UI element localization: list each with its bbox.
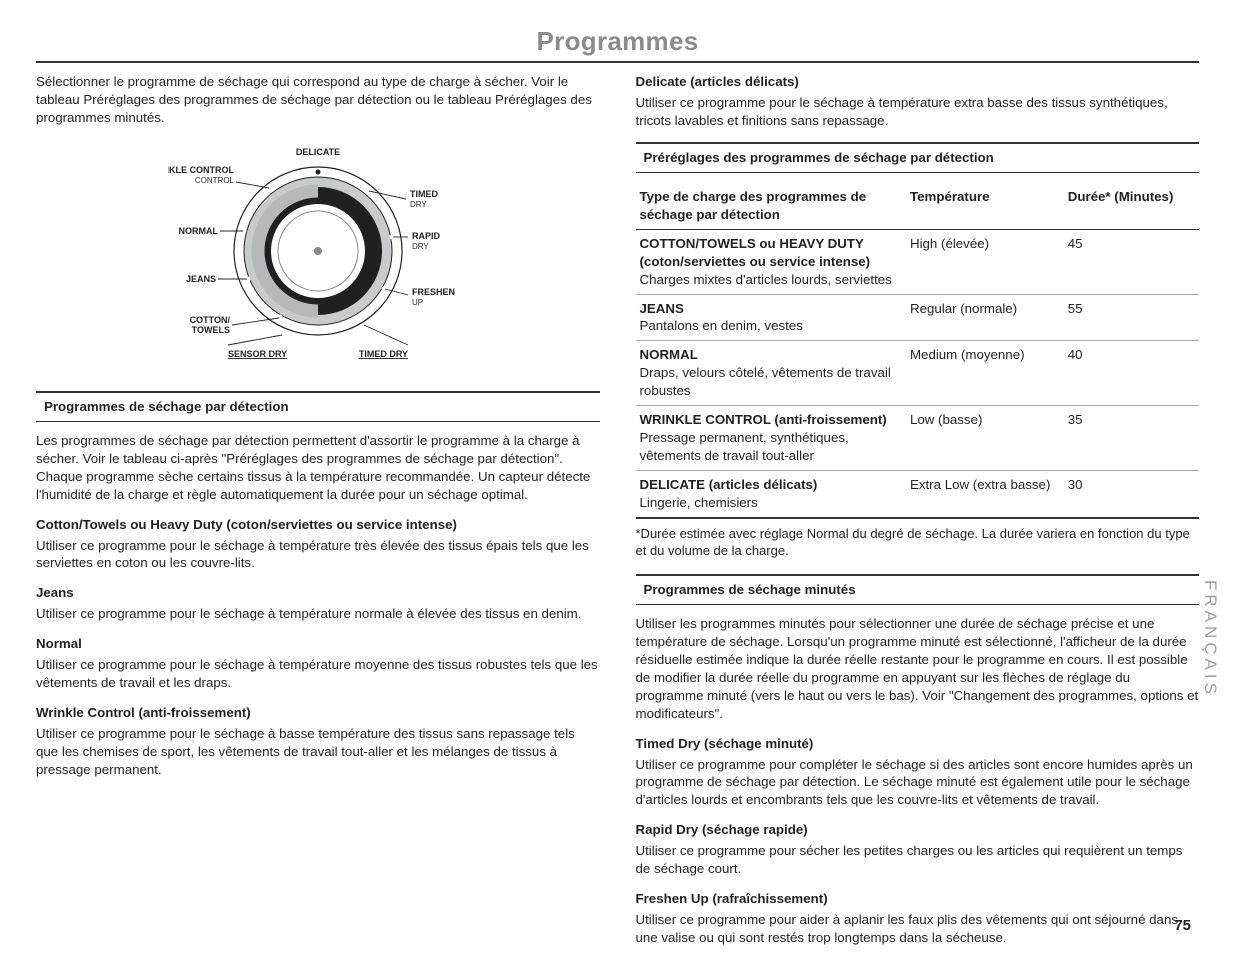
row-temp: Regular (normale) xyxy=(906,294,1064,341)
row-dur: 40 xyxy=(1064,341,1199,406)
row-temp: Low (basse) xyxy=(906,406,1064,471)
svg-text:JEANS: JEANS xyxy=(186,274,216,284)
row-desc: Lingerie, chemisiers xyxy=(640,495,758,510)
language-tab: FRANÇAIS xyxy=(1198,580,1221,698)
page-number: 75 xyxy=(1174,916,1191,936)
table-row: WRINKLE CONTROL (anti-froissement) Pressa… xyxy=(636,406,1200,471)
preset-table-title: Préréglages des programmes de séchage pa… xyxy=(636,142,1200,173)
row-dur: 55 xyxy=(1064,294,1199,341)
preset-table: Type de charge des programmes de séchage… xyxy=(636,183,1200,519)
content-columns: Sélectionner le programme de séchage qui… xyxy=(36,73,1199,959)
wrinkle-heading: Wrinkle Control (anti-froissement) xyxy=(36,704,600,722)
jeans-para: Utiliser ce programme pour le séchage à … xyxy=(36,605,600,623)
row-temp: Extra Low (extra basse) xyxy=(906,471,1064,518)
svg-text:TOWELS: TOWELS xyxy=(191,325,229,335)
dial-figure: DELICATE WRINKLE CONTROL CONTROL NORMAL … xyxy=(36,139,600,373)
row-dur: 45 xyxy=(1064,229,1199,294)
th-temp: Température xyxy=(906,183,1064,229)
row-desc: Draps, velours côtelé, vêtements de trav… xyxy=(640,365,891,398)
row-name: WRINKLE CONTROL (anti-froissement) xyxy=(640,412,887,427)
row-temp: High (élevée) xyxy=(906,229,1064,294)
sensor-dry-para: Les programmes de séchage par détection … xyxy=(36,432,600,504)
jeans-heading: Jeans xyxy=(36,584,600,602)
cotton-para: Utiliser ce programme pour le séchage à … xyxy=(36,537,600,573)
right-column: Delicate (articles délicats) Utiliser ce… xyxy=(636,73,1200,959)
row-name: DELICATE (articles délicats) xyxy=(640,477,818,492)
th-duration: Durée* (Minutes) xyxy=(1064,183,1199,229)
delicate-heading: Delicate (articles délicats) xyxy=(636,73,1200,91)
svg-text:TIMED: TIMED xyxy=(410,189,438,199)
normal-para: Utiliser ce programme pour le séchage à … xyxy=(36,656,600,692)
row-desc: Pressage permanent, synthétiques, vêteme… xyxy=(640,430,849,463)
table-header-row: Type de charge des programmes de séchage… xyxy=(636,183,1200,229)
row-temp: Medium (moyenne) xyxy=(906,341,1064,406)
table-footnote: *Durée estimée avec réglage Normal du de… xyxy=(636,525,1200,560)
th-type: Type de charge des programmes de séchage… xyxy=(636,183,906,229)
page: Programmes Sélectionner le programme de … xyxy=(0,0,1235,979)
cotton-heading: Cotton/Towels ou Heavy Duty (coton/servi… xyxy=(36,516,600,534)
svg-text:DELICATE: DELICATE xyxy=(296,147,340,157)
row-name: COTTON/TOWELS ou HEAVY DUTY (coton/servi… xyxy=(640,236,871,269)
row-dur: 30 xyxy=(1064,471,1199,518)
dial-icon: DELICATE WRINKLE CONTROL CONTROL NORMAL … xyxy=(168,139,468,373)
page-title: Programmes xyxy=(36,24,1199,63)
row-desc: Charges mixtes d'articles lourds, servie… xyxy=(640,272,892,287)
timed-section-para: Utiliser les programmes minutés pour sél… xyxy=(636,615,1200,723)
row-desc: Pantalons en denim, vestes xyxy=(640,318,803,333)
svg-text:RAPID: RAPID xyxy=(412,231,441,241)
row-name: NORMAL xyxy=(640,347,698,362)
left-column: Sélectionner le programme de séchage qui… xyxy=(36,73,600,959)
svg-text:WRINKLE CONTROL: WRINKLE CONTROL xyxy=(168,165,234,175)
svg-text:DRY: DRY xyxy=(412,242,429,251)
table-row: NORMAL Draps, velours côtelé, vêtements d… xyxy=(636,341,1200,406)
table-row: JEANS Pantalons en denim, vestes Regular … xyxy=(636,294,1200,341)
svg-text:FRESHEN: FRESHEN xyxy=(412,287,455,297)
svg-text:TIMED DRY: TIMED DRY xyxy=(359,349,408,359)
row-dur: 35 xyxy=(1064,406,1199,471)
timed-dry-heading: Timed Dry (séchage minuté) xyxy=(636,735,1200,753)
freshen-heading: Freshen Up (rafraîchissement) xyxy=(636,890,1200,908)
svg-text:CONTROL: CONTROL xyxy=(195,176,235,185)
svg-text:COTTON/: COTTON/ xyxy=(189,315,230,325)
freshen-para: Utiliser ce programme pour aider à aplan… xyxy=(636,911,1200,947)
rapid-para: Utiliser ce programme pour sécher les pe… xyxy=(636,842,1200,878)
normal-heading: Normal xyxy=(36,635,600,653)
svg-text:NORMAL: NORMAL xyxy=(178,226,218,236)
row-name: JEANS xyxy=(640,301,684,316)
table-row: COTTON/TOWELS ou HEAVY DUTY (coton/servi… xyxy=(636,229,1200,294)
timed-section-title: Programmes de séchage minutés xyxy=(636,574,1200,605)
rapid-heading: Rapid Dry (séchage rapide) xyxy=(636,821,1200,839)
svg-text:UP: UP xyxy=(412,298,423,307)
timed-dry-para: Utiliser ce programme pour compléter le … xyxy=(636,756,1200,810)
table-row: DELICATE (articles délicats) Lingerie, ch… xyxy=(636,471,1200,518)
svg-text:SENSOR DRY: SENSOR DRY xyxy=(228,349,287,359)
svg-text:DRY: DRY xyxy=(410,200,427,209)
wrinkle-para: Utiliser ce programme pour le séchage à … xyxy=(36,725,600,779)
intro-text: Sélectionner le programme de séchage qui… xyxy=(36,73,600,127)
delicate-para: Utiliser ce programme pour le séchage à … xyxy=(636,94,1200,130)
section-sensor-dry-title: Programmes de séchage par détection xyxy=(36,391,600,422)
